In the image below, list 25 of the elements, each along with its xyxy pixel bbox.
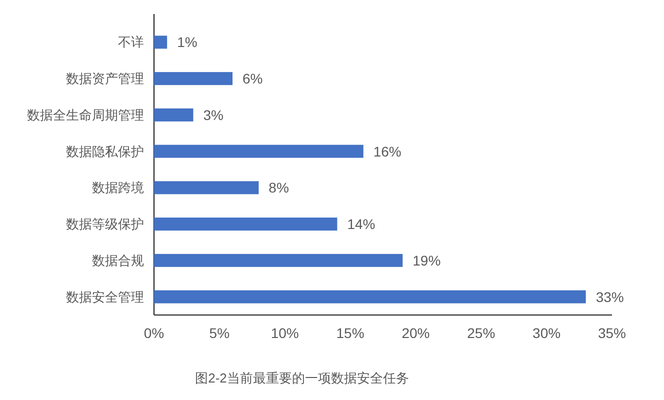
x-tick-label: 10% bbox=[270, 325, 299, 341]
category-label: 数据隐私保护 bbox=[66, 144, 144, 159]
x-tick-label: 5% bbox=[209, 325, 230, 341]
data-label: 19% bbox=[412, 252, 441, 268]
data-label: 3% bbox=[203, 106, 224, 123]
caption: 图2-2当前最重要的一项数据安全任务 bbox=[195, 370, 409, 386]
data-label: 6% bbox=[242, 70, 263, 87]
x-tick-label: 15% bbox=[336, 325, 364, 341]
x-tick-label: 20% bbox=[402, 325, 430, 341]
data-label: 8% bbox=[268, 180, 289, 196]
x-tick-label: 35% bbox=[598, 325, 626, 341]
data-label: 1% bbox=[177, 34, 198, 50]
category-label: 数据资产管理 bbox=[66, 71, 144, 86]
category-label: 数据安全管理 bbox=[66, 289, 144, 304]
category-label: 数据跨境 bbox=[92, 180, 144, 196]
data-label: 14% bbox=[347, 216, 376, 232]
data-label: 16% bbox=[373, 143, 402, 160]
category-label: 数据全生命周期管理 bbox=[27, 107, 144, 122]
x-tick-label: 25% bbox=[467, 325, 496, 341]
x-tick-label: 30% bbox=[532, 325, 561, 341]
category-label: 不详 bbox=[118, 34, 144, 50]
data-label: 33% bbox=[596, 288, 624, 305]
category-label: 数据合规 bbox=[92, 252, 144, 268]
category-label: 数据等级保护 bbox=[66, 216, 144, 232]
x-tick-label: 0% bbox=[144, 325, 164, 341]
